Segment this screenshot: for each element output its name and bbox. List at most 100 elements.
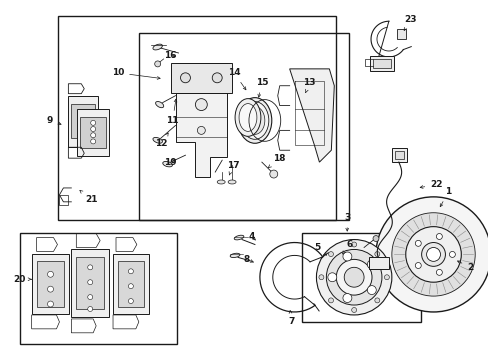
Circle shape bbox=[326, 249, 382, 305]
Text: 1: 1 bbox=[440, 188, 452, 207]
Circle shape bbox=[427, 247, 441, 261]
Polygon shape bbox=[395, 151, 404, 159]
Circle shape bbox=[81, 127, 86, 132]
Polygon shape bbox=[369, 257, 389, 269]
Circle shape bbox=[352, 242, 357, 247]
Polygon shape bbox=[397, 29, 406, 39]
Circle shape bbox=[343, 293, 352, 302]
Circle shape bbox=[128, 269, 133, 274]
Polygon shape bbox=[290, 69, 334, 162]
Circle shape bbox=[212, 73, 222, 83]
Text: 8: 8 bbox=[244, 255, 253, 264]
Polygon shape bbox=[77, 109, 109, 156]
Circle shape bbox=[406, 227, 461, 282]
Text: 10: 10 bbox=[112, 68, 160, 79]
Circle shape bbox=[48, 301, 53, 307]
Text: 20: 20 bbox=[14, 275, 31, 284]
Text: 14: 14 bbox=[228, 68, 246, 90]
Circle shape bbox=[91, 120, 96, 125]
Circle shape bbox=[375, 252, 380, 257]
Ellipse shape bbox=[238, 98, 272, 143]
Circle shape bbox=[128, 298, 133, 303]
Ellipse shape bbox=[245, 107, 265, 134]
Bar bbox=[20, 233, 176, 344]
Circle shape bbox=[91, 133, 96, 138]
Text: 19: 19 bbox=[164, 158, 177, 167]
Circle shape bbox=[155, 61, 161, 67]
Polygon shape bbox=[80, 117, 106, 148]
Circle shape bbox=[317, 239, 392, 315]
Polygon shape bbox=[76, 257, 104, 309]
Circle shape bbox=[336, 260, 372, 295]
Circle shape bbox=[88, 294, 93, 300]
Ellipse shape bbox=[153, 138, 162, 143]
Text: 22: 22 bbox=[420, 180, 443, 189]
Polygon shape bbox=[113, 255, 149, 314]
Text: 5: 5 bbox=[314, 243, 327, 255]
Circle shape bbox=[385, 275, 390, 280]
Text: 7: 7 bbox=[289, 311, 295, 327]
Text: 15: 15 bbox=[256, 78, 268, 97]
Ellipse shape bbox=[217, 180, 225, 184]
Text: 17: 17 bbox=[227, 161, 240, 175]
Circle shape bbox=[343, 252, 352, 261]
Text: 21: 21 bbox=[80, 190, 98, 204]
Ellipse shape bbox=[241, 102, 269, 139]
Polygon shape bbox=[171, 63, 232, 93]
Circle shape bbox=[81, 110, 86, 115]
Polygon shape bbox=[175, 63, 227, 177]
Circle shape bbox=[368, 285, 376, 294]
Text: 23: 23 bbox=[404, 15, 417, 31]
Circle shape bbox=[48, 271, 53, 277]
Bar bbox=[58, 16, 336, 220]
Ellipse shape bbox=[234, 235, 244, 240]
Circle shape bbox=[91, 127, 96, 131]
Polygon shape bbox=[373, 59, 391, 68]
Bar bbox=[301, 233, 420, 322]
Ellipse shape bbox=[163, 161, 172, 167]
Circle shape bbox=[376, 197, 490, 312]
Circle shape bbox=[91, 139, 96, 144]
Circle shape bbox=[368, 260, 376, 269]
Ellipse shape bbox=[239, 104, 257, 131]
Polygon shape bbox=[69, 96, 98, 147]
Circle shape bbox=[373, 235, 379, 242]
Circle shape bbox=[197, 126, 205, 134]
Circle shape bbox=[437, 269, 442, 275]
Ellipse shape bbox=[156, 102, 164, 108]
Text: 18: 18 bbox=[269, 154, 286, 168]
Circle shape bbox=[88, 280, 93, 285]
Text: 9: 9 bbox=[47, 116, 61, 125]
Circle shape bbox=[416, 240, 421, 246]
Text: 4: 4 bbox=[249, 232, 255, 241]
Circle shape bbox=[180, 73, 191, 83]
Circle shape bbox=[344, 267, 364, 287]
Text: 3: 3 bbox=[344, 213, 350, 231]
Polygon shape bbox=[118, 261, 144, 307]
Circle shape bbox=[81, 119, 86, 124]
Circle shape bbox=[128, 284, 133, 289]
Polygon shape bbox=[392, 148, 407, 162]
Circle shape bbox=[88, 265, 93, 270]
Circle shape bbox=[319, 275, 324, 280]
Ellipse shape bbox=[228, 180, 236, 184]
Circle shape bbox=[48, 286, 53, 292]
Circle shape bbox=[328, 298, 334, 303]
Polygon shape bbox=[37, 261, 64, 307]
Bar bbox=[139, 33, 349, 220]
Circle shape bbox=[352, 307, 357, 312]
Polygon shape bbox=[72, 249, 109, 317]
Circle shape bbox=[375, 298, 380, 303]
Circle shape bbox=[270, 170, 278, 178]
Circle shape bbox=[449, 251, 455, 257]
Circle shape bbox=[392, 213, 475, 296]
Text: 16: 16 bbox=[164, 51, 177, 60]
Ellipse shape bbox=[153, 44, 162, 50]
Polygon shape bbox=[370, 56, 394, 71]
Ellipse shape bbox=[235, 99, 261, 136]
Text: 13: 13 bbox=[303, 78, 316, 93]
Polygon shape bbox=[32, 255, 70, 314]
Circle shape bbox=[421, 243, 445, 266]
Polygon shape bbox=[72, 104, 95, 138]
Ellipse shape bbox=[230, 253, 240, 257]
